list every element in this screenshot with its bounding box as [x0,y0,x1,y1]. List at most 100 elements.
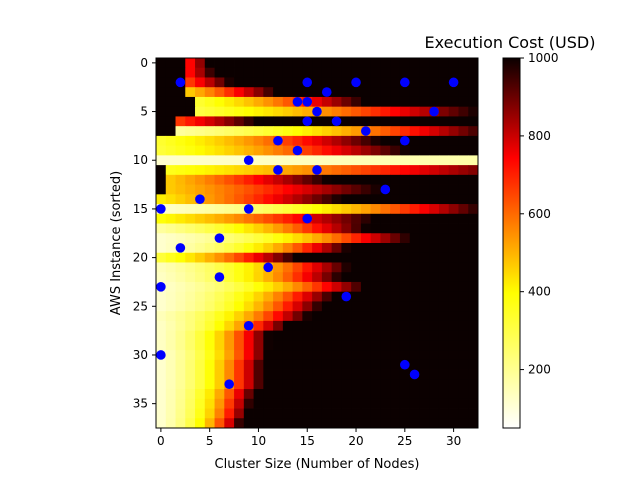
heatmap-cell [458,281,469,293]
heatmap-cell [175,320,186,332]
heatmap-cell [195,204,206,215]
heatmap-cell [468,369,478,380]
heatmap-cell [185,58,196,69]
heatmap-cell [341,155,352,166]
heatmap-cell [351,379,362,390]
heatmap-cell [253,301,264,312]
heatmap-cell [253,408,264,419]
heatmap-cell [292,291,303,302]
heatmap-cell [321,126,333,137]
heatmap-cell [468,165,478,176]
heatmap-cell [282,252,294,263]
heatmap-cell [273,320,284,332]
heatmap-cell [360,213,372,224]
heatmap-cell [341,58,352,69]
heatmap-cell [165,262,176,273]
heatmap-cell [214,106,225,117]
heatmap-cell [156,223,167,234]
heatmap-cell [195,418,206,428]
heatmap-cell [390,213,401,224]
heatmap-cell [263,145,274,156]
heatmap-cell [263,233,274,244]
heatmap-cell [390,359,401,370]
heatmap-cell [292,408,303,419]
heatmap-cell [331,340,342,351]
heatmap-cell [448,408,459,419]
heatmap-cell [399,194,411,205]
heatmap-cell [312,389,323,400]
heatmap-cell [409,379,420,390]
heatmap-cell [429,77,440,88]
heatmap-cell [429,340,440,351]
heatmap-cell [165,389,176,400]
heatmap-cell [243,243,254,254]
heatmap-cell [380,233,391,244]
heatmap-cell [234,174,245,185]
heatmap-cell [438,135,450,147]
heatmap-cell [204,184,215,195]
heatmap-cell [380,67,391,78]
heatmap-cell [370,184,381,195]
heatmap-cell [165,233,176,244]
optimal-point [400,77,410,88]
heatmap-cell [468,213,478,224]
heatmap-cell [195,252,206,263]
heatmap-cell [214,330,225,341]
heatmap-cell [243,379,254,390]
heatmap-cell [273,311,284,322]
heatmap-cell [321,389,333,400]
heatmap-cell [185,126,196,137]
heatmap-cell [458,67,469,78]
heatmap-cell [273,155,284,166]
heatmap-cell [380,135,391,147]
heatmap-cell [419,359,430,370]
heatmap-cell [419,262,430,273]
heatmap-cell [448,174,459,185]
heatmap-cell [390,291,401,302]
heatmap-cell [321,272,333,283]
heatmap-cell [458,96,469,108]
heatmap-cell [165,350,176,361]
heatmap-cell [204,389,215,400]
heatmap-cell [302,67,313,78]
heatmap-cell [214,252,225,263]
y-tick-label: 25 [133,299,148,313]
heatmap-cell [175,272,186,283]
heatmap-cell [156,174,167,185]
heatmap-cell [195,398,206,409]
heatmap-cell [438,330,450,341]
heatmap-cell [458,379,469,390]
heatmap-cell [351,330,362,341]
heatmap-cell [165,359,176,370]
heatmap-cell [175,106,186,117]
heatmap-cell [165,213,176,224]
heatmap-cell [175,379,186,390]
heatmap-cell [234,398,245,409]
heatmap-cell [321,135,333,147]
heatmap-cell [438,126,450,137]
heatmap-cell [263,272,274,283]
heatmap-cell [195,223,206,234]
heatmap-cell [341,340,352,351]
heatmap-cell [302,174,313,185]
heatmap-cell [370,311,381,322]
heatmap-cell [156,418,167,428]
heatmap-cell [282,194,294,205]
colorbar [502,57,521,429]
heatmap-cell [399,291,411,302]
heatmap-cell [185,359,196,370]
heatmap-cell [390,301,401,312]
heatmap-cell [292,58,303,69]
heatmap-cell [438,350,450,361]
heatmap-cell [468,145,478,156]
heatmap-cell [448,145,459,156]
heatmap-cell [273,213,284,224]
heatmap-cell [390,281,401,293]
heatmap-cell [292,262,303,273]
heatmap-cell [302,359,313,370]
heatmap-cell [321,213,333,224]
heatmap-cell [156,126,167,137]
heatmap-cell [185,350,196,361]
heatmap-cell [302,106,313,117]
heatmap-cell [409,233,420,244]
